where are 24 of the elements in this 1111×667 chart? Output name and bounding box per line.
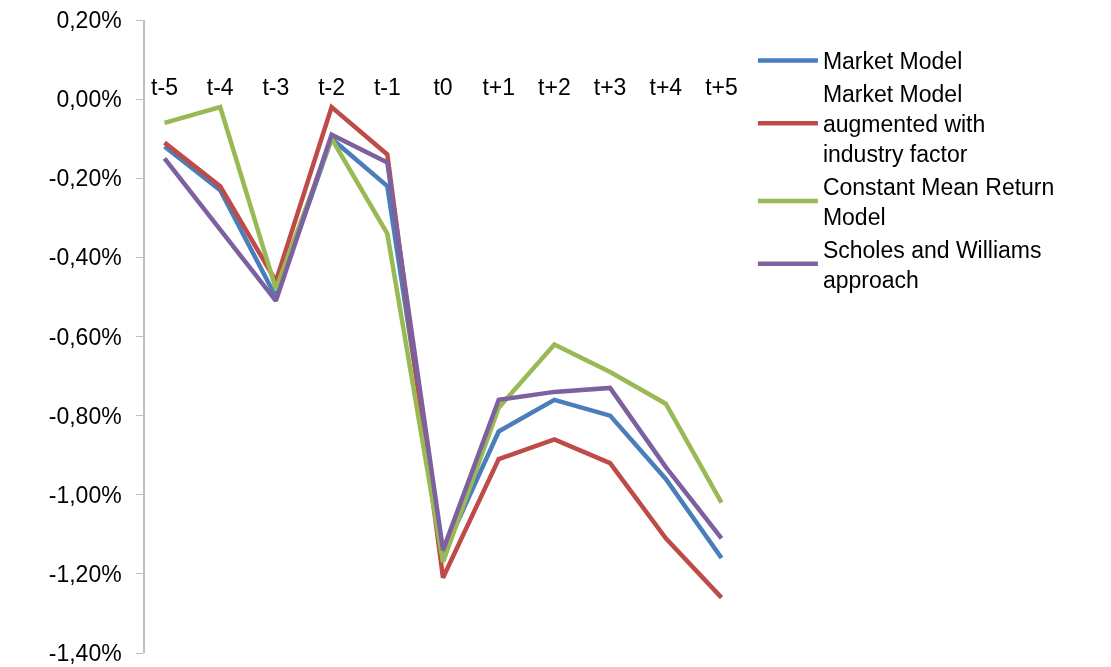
x-tick-label: t-4 — [206, 73, 234, 100]
legend-label: Market Model augmented with industry factor — [822, 81, 986, 168]
y-tick-label: -0,80% — [48, 402, 122, 429]
x-tick-label: t-1 — [373, 73, 401, 100]
y-tick-label: -1,00% — [48, 481, 122, 508]
y-tick-label: 0,20% — [56, 7, 122, 34]
legend-label: Market Model — [822, 48, 963, 75]
y-tick-label: -0,40% — [48, 244, 122, 271]
y-tick-label: 0,00% — [56, 86, 122, 113]
x-tick-label: t-3 — [262, 73, 290, 100]
y-tick-label: -0,60% — [48, 323, 122, 350]
y-tick-label: -1,40% — [48, 640, 122, 667]
x-tick-label: t+3 — [593, 73, 627, 100]
legend-label: Constant Mean Return Model — [822, 174, 1055, 230]
x-tick-label: t+4 — [649, 73, 683, 100]
x-tick-label: t+2 — [538, 73, 571, 100]
x-tick-label: t+1 — [482, 73, 516, 100]
y-tick-label: -0,20% — [48, 165, 122, 192]
y-tick-label: -1,20% — [48, 560, 122, 587]
x-tick-label: t+5 — [705, 73, 738, 100]
x-tick-label: t-5 — [151, 73, 178, 100]
x-tick-label: t0 — [433, 73, 453, 100]
x-tick-label: t-2 — [318, 73, 346, 100]
legend-label: Scholes and Williams approach — [822, 236, 1042, 293]
